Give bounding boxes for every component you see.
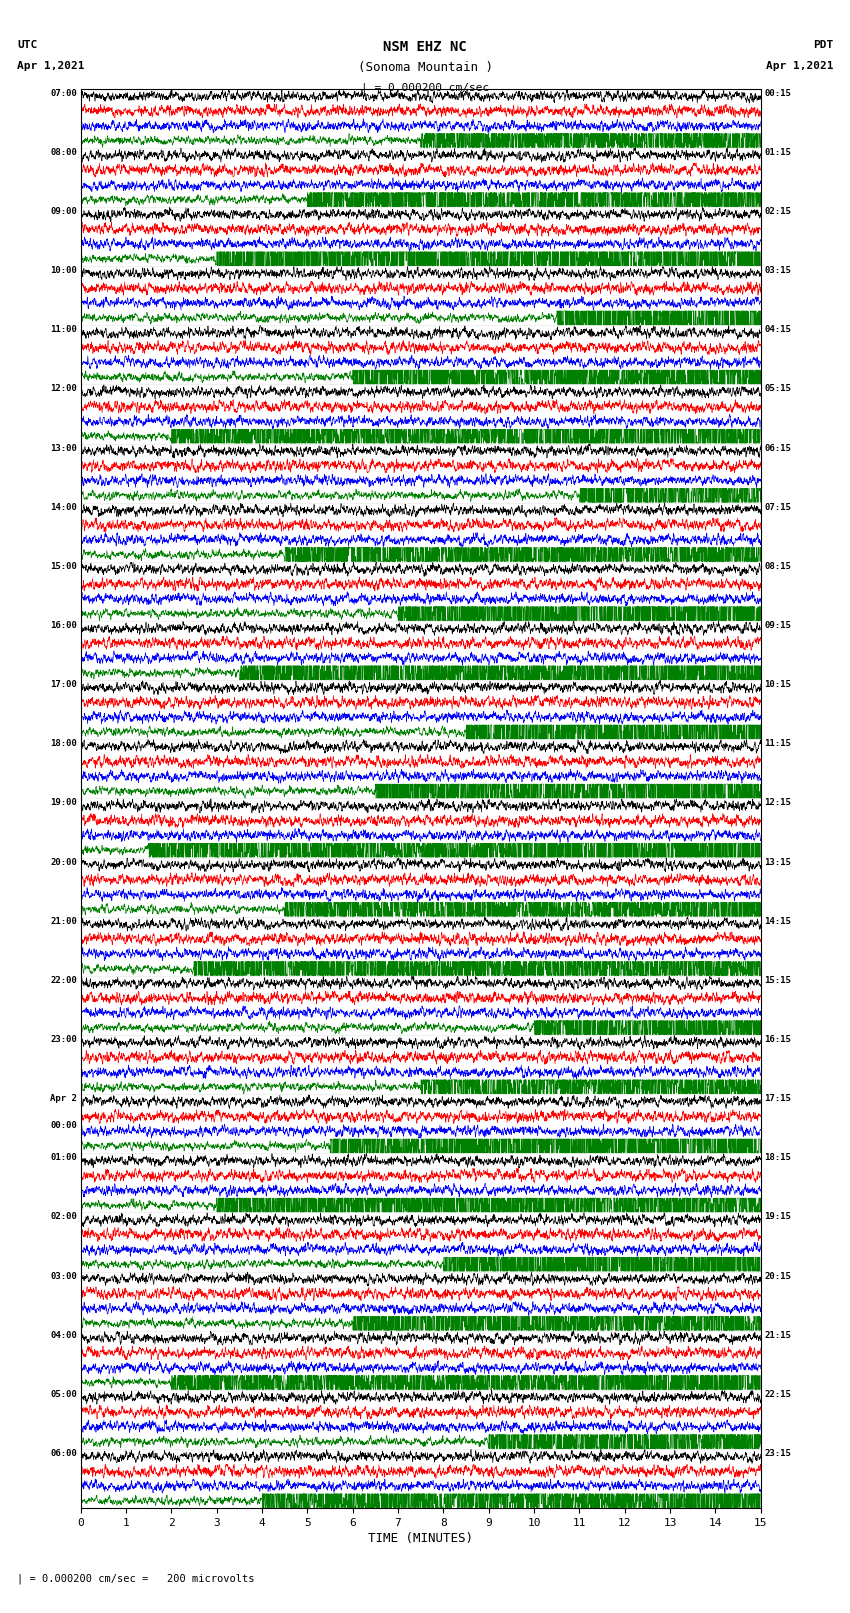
Text: UTC: UTC <box>17 40 37 50</box>
Text: 11:00: 11:00 <box>50 326 77 334</box>
Text: 03:15: 03:15 <box>764 266 791 276</box>
Text: 08:15: 08:15 <box>764 561 791 571</box>
Text: 13:00: 13:00 <box>50 444 77 453</box>
Text: 05:00: 05:00 <box>50 1390 77 1398</box>
Text: NSM EHZ NC: NSM EHZ NC <box>383 40 467 55</box>
Text: 13:15: 13:15 <box>764 858 791 866</box>
Text: 20:00: 20:00 <box>50 858 77 866</box>
Text: 23:00: 23:00 <box>50 1036 77 1044</box>
Text: 00:00: 00:00 <box>50 1121 77 1129</box>
Text: 06:00: 06:00 <box>50 1448 77 1458</box>
Text: 01:00: 01:00 <box>50 1153 77 1163</box>
Text: 04:00: 04:00 <box>50 1331 77 1340</box>
Text: 19:00: 19:00 <box>50 798 77 808</box>
Text: 10:15: 10:15 <box>764 681 791 689</box>
Text: Apr 1,2021: Apr 1,2021 <box>766 61 833 71</box>
Text: 04:15: 04:15 <box>764 326 791 334</box>
X-axis label: TIME (MINUTES): TIME (MINUTES) <box>368 1532 473 1545</box>
Text: 00:15: 00:15 <box>764 89 791 98</box>
Text: 14:15: 14:15 <box>764 916 791 926</box>
Text: 19:15: 19:15 <box>764 1213 791 1221</box>
Text: PDT: PDT <box>813 40 833 50</box>
Text: 18:00: 18:00 <box>50 739 77 748</box>
Text: 11:15: 11:15 <box>764 739 791 748</box>
Text: 02:15: 02:15 <box>764 206 791 216</box>
Text: 18:15: 18:15 <box>764 1153 791 1163</box>
Text: 15:00: 15:00 <box>50 561 77 571</box>
Text: 22:00: 22:00 <box>50 976 77 986</box>
Text: 03:00: 03:00 <box>50 1271 77 1281</box>
Text: 08:00: 08:00 <box>50 148 77 156</box>
Text: 07:15: 07:15 <box>764 503 791 511</box>
Text: 20:15: 20:15 <box>764 1271 791 1281</box>
Text: 02:00: 02:00 <box>50 1213 77 1221</box>
Text: 09:15: 09:15 <box>764 621 791 631</box>
Text: 23:15: 23:15 <box>764 1448 791 1458</box>
Text: Apr 2: Apr 2 <box>50 1094 77 1103</box>
Text: 22:15: 22:15 <box>764 1390 791 1398</box>
Text: 21:15: 21:15 <box>764 1331 791 1340</box>
Text: | = 0.000200 cm/sec =   200 microvolts: | = 0.000200 cm/sec = 200 microvolts <box>17 1573 254 1584</box>
Text: 16:15: 16:15 <box>764 1036 791 1044</box>
Text: 21:00: 21:00 <box>50 916 77 926</box>
Text: 17:00: 17:00 <box>50 681 77 689</box>
Text: 10:00: 10:00 <box>50 266 77 276</box>
Text: | = 0.000200 cm/sec: | = 0.000200 cm/sec <box>361 82 489 94</box>
Text: 14:00: 14:00 <box>50 503 77 511</box>
Text: 16:00: 16:00 <box>50 621 77 631</box>
Text: 07:00: 07:00 <box>50 89 77 98</box>
Text: (Sonoma Mountain ): (Sonoma Mountain ) <box>358 61 492 74</box>
Text: 09:00: 09:00 <box>50 206 77 216</box>
Text: 01:15: 01:15 <box>764 148 791 156</box>
Text: 12:15: 12:15 <box>764 798 791 808</box>
Text: 06:15: 06:15 <box>764 444 791 453</box>
Text: Apr 1,2021: Apr 1,2021 <box>17 61 84 71</box>
Text: 17:15: 17:15 <box>764 1094 791 1103</box>
Text: 05:15: 05:15 <box>764 384 791 394</box>
Text: 12:00: 12:00 <box>50 384 77 394</box>
Text: 15:15: 15:15 <box>764 976 791 986</box>
